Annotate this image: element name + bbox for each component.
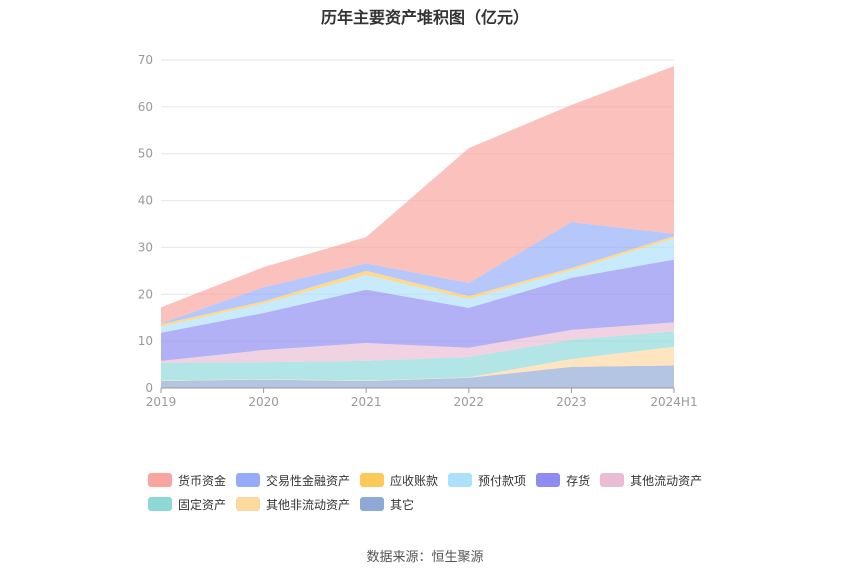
x-tick-label: 2022 <box>454 395 485 409</box>
x-tick-label: 2019 <box>146 395 177 409</box>
legend-item[interactable]: 应收账款 <box>360 472 438 488</box>
legend-item[interactable]: 固定资产 <box>148 496 226 512</box>
series-area <box>161 66 674 324</box>
y-tick-label: 60 <box>138 100 153 114</box>
legend-item[interactable]: 其他流动资产 <box>600 472 702 488</box>
legend-item[interactable]: 货币资金 <box>148 472 226 488</box>
stacked-area-chart: 0 10 20 30 40 50 60 70 2019 2020 2021 2022 2023 2024H… <box>138 53 698 409</box>
legend-swatch <box>360 473 385 487</box>
legend-item[interactable]: 其它 <box>360 496 414 512</box>
x-tick-label: 2023 <box>556 395 587 409</box>
y-tick-label: 50 <box>138 147 153 161</box>
legend-item[interactable]: 存货 <box>536 472 590 488</box>
legend-label: 固定资产 <box>178 497 227 512</box>
series-area <box>161 365 674 388</box>
source-note: 数据来源：恒生聚源 <box>366 550 484 565</box>
legend-label: 其他非流动资产 <box>266 497 351 512</box>
legend-swatch <box>600 473 625 487</box>
y-tick-label: 20 <box>138 287 153 301</box>
chart-title: 历年主要资产堆积图（亿元） <box>320 8 529 27</box>
x-tick-label: 2024H1 <box>650 395 697 409</box>
legend-swatch <box>536 473 561 487</box>
legend-swatch <box>448 473 473 487</box>
y-tick-label: 30 <box>138 240 153 254</box>
legend-label: 应收账款 <box>390 473 439 488</box>
y-tick-label: 70 <box>138 53 153 67</box>
y-tick-label: 10 <box>138 334 153 348</box>
legend-label: 交易性金融资产 <box>266 473 351 488</box>
legend-label: 其他流动资产 <box>630 473 703 488</box>
legend-item[interactable]: 交易性金融资产 <box>236 472 350 488</box>
legend-swatch <box>148 473 172 487</box>
series-area <box>161 346 674 381</box>
y-tick-label: 0 <box>145 381 153 395</box>
legend-swatch <box>360 497 385 511</box>
legend-label: 其它 <box>390 497 415 512</box>
x-tick-label: 2021 <box>351 395 382 409</box>
series-area <box>161 259 674 361</box>
x-tick-label: 2020 <box>248 395 279 409</box>
legend-swatch <box>236 497 261 511</box>
legend-label: 存货 <box>566 473 591 488</box>
series-area <box>161 322 674 363</box>
legend-swatch <box>236 473 261 487</box>
legend-item[interactable]: 预付款项 <box>448 472 526 488</box>
series-area <box>161 222 674 325</box>
y-tick-label: 40 <box>138 194 153 208</box>
legend-item[interactable]: 其他非流动资产 <box>236 496 350 512</box>
legend-swatch <box>148 497 172 511</box>
legend-label: 货币资金 <box>178 473 227 488</box>
chart-legend: 货币资金 交易性金融资产 应收账款 预付款项 存货 其他流动资产固定资产 其他非流动资产 其它 <box>148 472 738 520</box>
series-area <box>161 331 674 381</box>
legend-label: 预付款项 <box>478 473 527 488</box>
